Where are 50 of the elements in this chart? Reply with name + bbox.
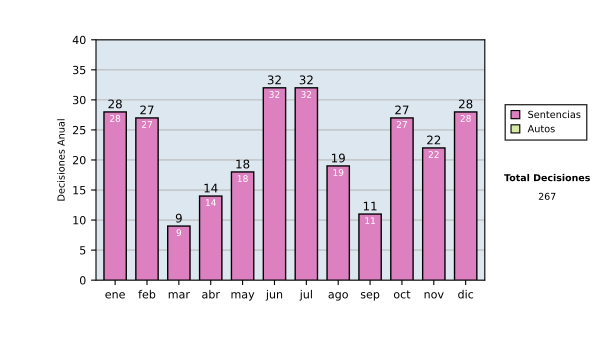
total-label: 22 <box>427 136 440 144</box>
total-label: 27 <box>395 105 408 114</box>
y-tick-label: 0 <box>80 276 86 285</box>
x-tick-label: feb <box>138 290 156 298</box>
x-tick-label: ago <box>328 292 348 301</box>
data-label: 19 <box>333 169 344 176</box>
y-tick-label: 40 <box>72 36 86 44</box>
total-label: 18 <box>236 160 250 168</box>
x-tick-label: jun <box>266 290 282 301</box>
y-tick-label: 25 <box>72 126 86 134</box>
x-tick-label: ene <box>105 292 125 298</box>
x-tick-label: may <box>232 292 254 301</box>
legend-label: Autos <box>528 125 555 132</box>
data-label: 28 <box>460 115 471 122</box>
total-label: 28 <box>108 99 122 108</box>
x-tick-label: dic <box>458 290 474 298</box>
text: Total Decisiones <box>504 174 590 182</box>
data-label: 28 <box>110 115 120 122</box>
y-tick-label: 20 <box>72 156 86 164</box>
data-label: 32 <box>301 91 312 98</box>
legend-label: Sentencias <box>528 110 580 118</box>
total-label: 28 <box>459 99 472 108</box>
total-label: 27 <box>140 105 154 114</box>
y-tick-label: 10 <box>73 216 86 224</box>
data-label: 9 <box>176 229 182 236</box>
y-tick-label: 35 <box>72 66 86 74</box>
y-tick-label: 15 <box>73 186 86 194</box>
x-tick-label: jul <box>300 290 312 301</box>
y-axis-title: Decisiones Anual <box>57 119 65 201</box>
x-tick-label: nov <box>424 292 444 298</box>
x-tick-label: oct <box>394 290 410 298</box>
data-label: 32 <box>269 91 280 98</box>
total-label: 32 <box>300 75 313 84</box>
data-label: 27 <box>142 121 152 128</box>
x-tick-label: mar <box>168 292 190 298</box>
total-label: 19 <box>332 154 345 162</box>
total-label: 9 <box>176 214 182 223</box>
y-tick-label: 30 <box>72 96 86 104</box>
data-label: 22 <box>428 151 439 158</box>
text: 267 <box>538 192 556 200</box>
y-tick-label: 5 <box>80 246 86 254</box>
x-tick-label: abr <box>202 290 220 298</box>
data-label: 27 <box>396 121 407 128</box>
total-label: 14 <box>204 184 218 192</box>
total-label: 32 <box>268 75 281 84</box>
data-label: 11 <box>365 217 375 224</box>
total-label: 11 <box>364 202 376 210</box>
data-label: 18 <box>238 175 248 182</box>
data-label: 14 <box>206 199 216 206</box>
x-tick-label: sep <box>360 292 380 301</box>
